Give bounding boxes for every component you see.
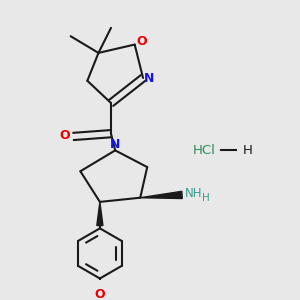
- Text: N: N: [110, 138, 120, 151]
- Polygon shape: [140, 191, 182, 199]
- Text: N: N: [144, 72, 154, 85]
- Text: HCl: HCl: [193, 144, 216, 157]
- Text: H: H: [242, 144, 252, 157]
- Polygon shape: [97, 202, 103, 226]
- Text: O: O: [136, 35, 147, 48]
- Text: O: O: [60, 129, 70, 142]
- Text: NH: NH: [185, 187, 202, 200]
- Text: H: H: [202, 193, 210, 203]
- Text: O: O: [94, 288, 105, 300]
